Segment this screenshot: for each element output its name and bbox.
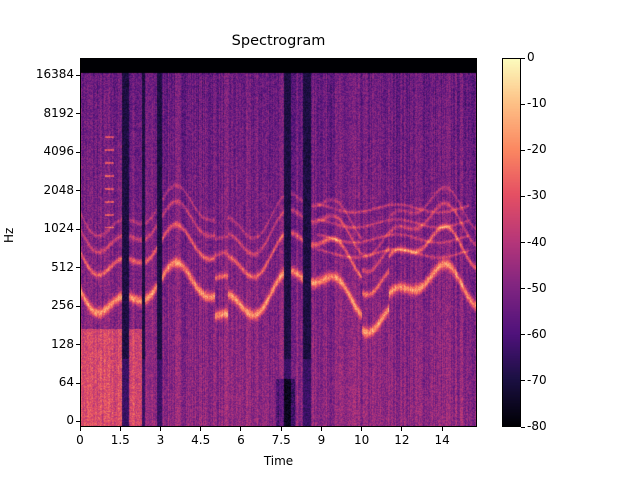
y-tick-label: 1024	[43, 221, 74, 235]
x-axis-label: Time	[263, 454, 294, 468]
colorbar	[502, 58, 521, 427]
chart-title: Spectrogram	[231, 33, 326, 49]
y-tick-label: 512	[51, 259, 74, 274]
colorbar-tick	[521, 380, 525, 382]
colorbar-tick	[521, 426, 525, 428]
y-tick	[76, 344, 80, 345]
x-tick-label: 10	[354, 433, 370, 447]
x-tick-label: 3	[156, 433, 165, 447]
x-tick	[79, 427, 81, 431]
y-tick	[76, 151, 80, 153]
x-tick	[200, 427, 202, 431]
colorbar-tick-label: -80	[527, 419, 547, 433]
y-tick-label: 16384	[35, 67, 74, 81]
x-tick-label: 1.5	[110, 433, 130, 447]
x-tick	[240, 427, 242, 431]
colorbar-tick	[521, 242, 525, 243]
y-tick-label: 256	[51, 298, 74, 312]
y-tick	[76, 228, 80, 230]
colorbar-tick	[521, 334, 525, 336]
x-tick	[361, 427, 363, 431]
colorbar-tick-label: -10	[527, 96, 547, 111]
y-tick-label: 2048	[43, 182, 74, 197]
x-tick	[119, 427, 121, 431]
y-tick	[76, 113, 80, 114]
colorbar-tick-label: 0	[527, 50, 535, 64]
x-tick	[280, 427, 282, 431]
colorbar-tick	[521, 288, 525, 290]
plot-frame	[80, 58, 477, 427]
colorbar-tick	[521, 195, 525, 197]
y-tick-label: 4096	[43, 144, 74, 158]
x-tick	[159, 427, 161, 431]
x-tick	[441, 427, 443, 431]
y-tick	[76, 305, 80, 307]
colorbar-tick-label: -40	[527, 234, 547, 249]
x-tick-label: 0	[76, 433, 84, 447]
colorbar-tick-label: -20	[527, 142, 547, 157]
x-tick-label: 14	[434, 433, 450, 447]
x-tick-label: 4.5	[191, 433, 211, 447]
y-tick-label: 0	[66, 413, 74, 427]
colorbar-tick	[521, 103, 525, 105]
x-tick	[320, 427, 322, 431]
y-tick	[76, 190, 80, 191]
colorbar-tick-label: -50	[527, 280, 547, 295]
colorbar-tick-label: -30	[527, 188, 547, 203]
x-tick	[401, 427, 403, 431]
colorbar-tick	[521, 57, 525, 59]
spectrogram-heatmap	[80, 58, 477, 427]
y-axis-label: Hz	[2, 227, 16, 243]
x-tick-label: 9	[317, 433, 326, 447]
y-tick	[76, 267, 80, 268]
y-tick-label: 8192	[43, 105, 74, 120]
y-tick-label: 128	[51, 336, 74, 351]
colorbar-tick-label: -70	[527, 372, 547, 387]
colorbar-tick-label: -60	[527, 326, 547, 341]
colorbar-frame	[502, 58, 521, 427]
x-tick-label: 6	[237, 433, 245, 447]
y-tick	[76, 382, 80, 384]
y-tick-label: 64	[58, 375, 74, 389]
y-tick	[76, 420, 80, 422]
y-tick	[76, 74, 80, 76]
x-tick-label: 12	[394, 433, 410, 447]
x-tick-label: 7.5	[271, 433, 291, 447]
colorbar-tick	[521, 149, 525, 151]
